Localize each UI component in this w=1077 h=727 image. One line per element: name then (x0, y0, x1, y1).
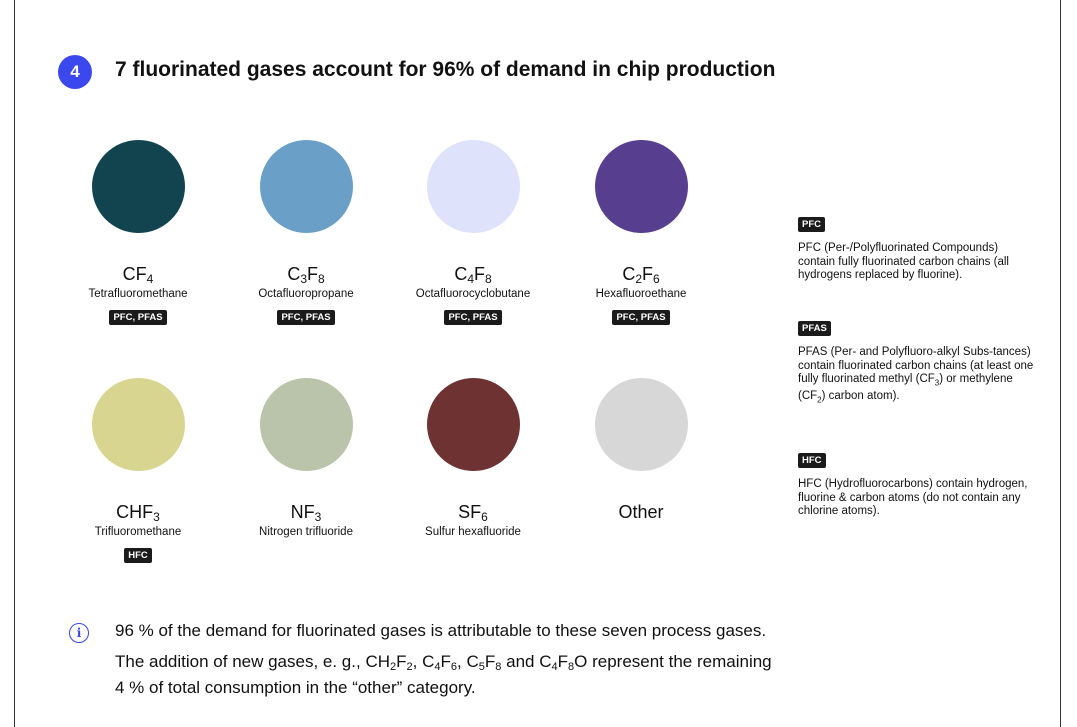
legend-pfas: PFAS PFAS (Per- and Polyfluoro-alkyl Sub… (798, 318, 1038, 407)
gas-card-chf3: CHF3 Trifluoromethane HFC (48, 378, 228, 563)
gas-card-other: Other (551, 378, 731, 523)
frame-left-border (14, 0, 15, 727)
gas-formula: CF4 (122, 264, 154, 286)
gas-color-swatch (259, 140, 353, 233)
gas-card-nf3: NF3 Nitrogen trifluoride (216, 378, 396, 538)
gas-class-tag: PFC, PFAS (444, 310, 502, 325)
gas-color-swatch (259, 378, 353, 471)
legend-tag: PFC (798, 217, 825, 232)
gas-name: Hexafluoroethane (595, 288, 687, 300)
legend-text: PFC (Per-/Polyfluorinated Compounds) con… (798, 242, 1009, 281)
gas-name: Tetrafluoromethane (88, 288, 188, 300)
gas-class-tag: PFC, PFAS (612, 310, 670, 325)
gas-formula: Other (618, 502, 664, 522)
gas-formula: C2F6 (622, 264, 660, 286)
gas-formula: C4F8 (454, 264, 492, 286)
note-line-2: The addition of new gases, e. g., CH2F2,… (115, 652, 772, 673)
legend-pfc: PFC PFC (Per-/Polyfluorinated Compounds)… (798, 214, 1038, 283)
legend-tag: PFAS (798, 321, 831, 336)
step-number-badge: 4 (58, 55, 92, 89)
gas-class-tag: HFC (124, 548, 152, 563)
page-title: 7 fluorinated gases account for 96% of d… (115, 58, 776, 81)
gas-color-swatch (594, 378, 688, 471)
gas-color-swatch (91, 140, 185, 233)
gas-name: Sulfur hexafluoride (425, 526, 521, 538)
gas-class-tag: PFC, PFAS (277, 310, 335, 325)
gas-formula: SF6 (458, 502, 488, 524)
gas-color-swatch (594, 140, 688, 233)
gas-card-c3f8: C3F8 Octafluoropropane PFC, PFAS (216, 140, 396, 325)
frame-right-border (1060, 0, 1061, 727)
gas-name: Trifluoromethane (94, 526, 182, 538)
legend-text: HFC (Hydrofluorocarbons) contain hydroge… (798, 478, 1028, 517)
gas-color-swatch (426, 378, 520, 471)
gas-card-c4f8: C4F8 Octafluorocyclobutane PFC, PFAS (383, 140, 563, 325)
gas-name: Nitrogen trifluoride (259, 526, 353, 538)
note-line-1: 96 % of the demand for fluorinated gases… (115, 621, 767, 640)
gas-name: Octafluoropropane (258, 288, 354, 300)
gas-formula: CHF3 (116, 502, 160, 524)
legend-hfc: HFC HFC (Hydrofluorocarbons) contain hyd… (798, 450, 1038, 519)
gas-color-swatch (426, 140, 520, 233)
legend-tag: HFC (798, 453, 826, 468)
gas-formula: NF3 (290, 502, 322, 524)
gas-formula: C3F8 (287, 264, 325, 286)
legend-text: PFAS (Per- and Polyfluoro-alkyl Subs-tan… (798, 346, 1034, 405)
gas-card-cf4: CF4 Tetrafluoromethane PFC, PFAS (48, 140, 228, 325)
gas-card-c2f6: C2F6 Hexafluoroethane PFC, PFAS (551, 140, 731, 325)
note-line-3: 4 % of total consumption in the “other” … (115, 678, 476, 697)
info-icon: i (69, 623, 89, 643)
gas-class-tag: PFC, PFAS (109, 310, 167, 325)
gas-color-swatch (91, 378, 185, 471)
gas-name: Octafluorocyclobutane (415, 288, 531, 300)
gas-card-sf6: SF6 Sulfur hexafluoride (383, 378, 563, 538)
